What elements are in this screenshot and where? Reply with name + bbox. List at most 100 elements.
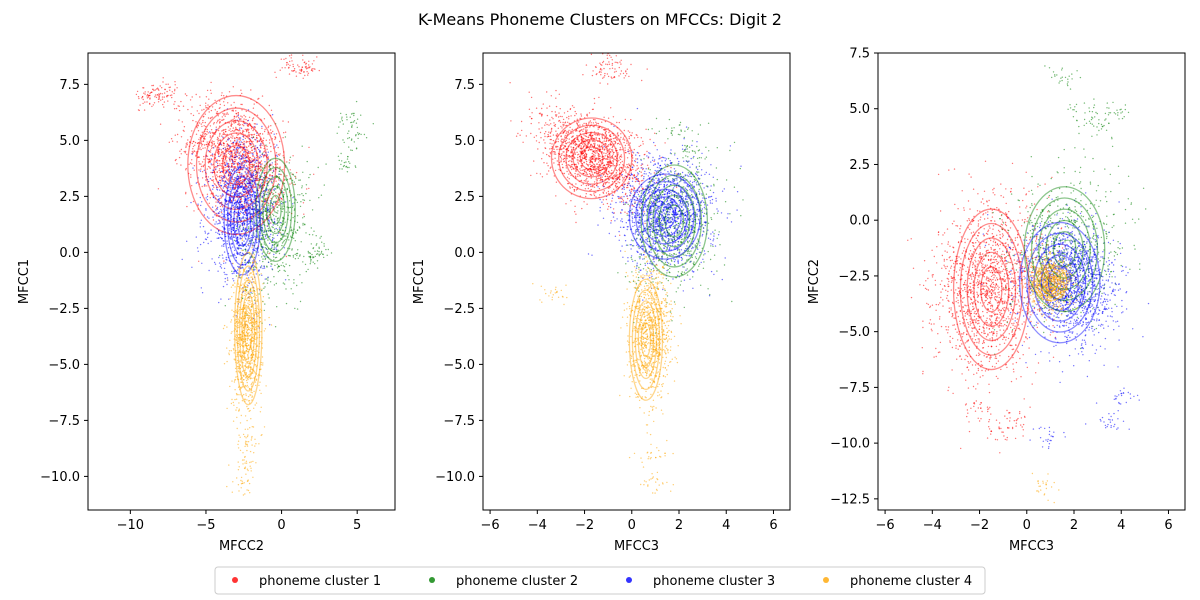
data-point: [232, 246, 234, 248]
data-point: [242, 165, 245, 167]
data-point: [250, 128, 253, 130]
data-point: [255, 267, 258, 269]
data-point: [217, 115, 219, 117]
data-point: [253, 256, 256, 259]
data-point: [239, 252, 241, 254]
data-point: [233, 310, 235, 313]
data-point: [295, 75, 298, 77]
data-point: [235, 191, 237, 193]
data-point: [315, 244, 317, 246]
data-point: [235, 227, 238, 230]
data-point: [245, 328, 247, 330]
data-point: [350, 113, 353, 115]
data-point: [235, 152, 237, 154]
data-point: [253, 228, 256, 230]
data-point: [239, 154, 241, 156]
data-point: [351, 121, 353, 124]
data-point: [206, 155, 209, 157]
data-point: [259, 260, 261, 262]
data-point: [236, 477, 238, 479]
data-point: [260, 230, 262, 232]
data-point: [283, 253, 286, 255]
data-point: [274, 200, 276, 203]
data-point: [276, 263, 278, 265]
data-point: [237, 121, 240, 123]
data-point: [263, 309, 265, 312]
data-point: [254, 127, 256, 129]
data-point: [221, 170, 223, 172]
data-point: [304, 74, 306, 77]
data-point: [268, 177, 270, 180]
data-point: [255, 162, 258, 164]
data-point: [217, 140, 219, 142]
data-point: [221, 151, 223, 153]
data-point: [260, 244, 262, 246]
data-point: [244, 462, 246, 464]
data-point: [207, 242, 209, 245]
subplot-mfcc2-vs-mfcc1: −10 −5 0 5−10.0−7.5−5.0−2.50.02.55.07.5MFCC…: [17, 52, 396, 554]
data-point: [230, 200, 232, 202]
data-point: [247, 209, 249, 212]
data-point: [180, 148, 183, 151]
data-point: [217, 112, 219, 115]
data-point: [191, 150, 193, 153]
data-point: [283, 193, 285, 196]
data-point: [213, 147, 215, 149]
data-point: [230, 186, 232, 189]
data-point: [220, 149, 223, 151]
data-point: [215, 231, 217, 234]
data-point: [244, 248, 247, 250]
data-point: [217, 186, 219, 189]
data-point: [238, 139, 240, 141]
data-point: [254, 114, 256, 116]
data-point: [264, 256, 266, 258]
data-point: [214, 109, 216, 111]
data-point: [247, 428, 249, 430]
data-point: [224, 134, 227, 136]
data-point: [238, 179, 240, 181]
data-point: [286, 232, 289, 235]
data-point: [213, 171, 216, 173]
data-point: [239, 449, 242, 452]
data-point: [241, 400, 244, 402]
data-point: [189, 141, 191, 143]
data-point: [221, 167, 223, 169]
data-point: [199, 196, 201, 199]
data-point: [354, 165, 356, 167]
data-point: [204, 130, 206, 133]
data-point: [265, 244, 267, 246]
data-point: [353, 114, 355, 117]
data-point: [235, 326, 237, 328]
data-point: [207, 104, 209, 106]
data-point: [222, 194, 224, 196]
data-point: [237, 469, 240, 471]
data-point: [250, 355, 252, 357]
data-point: [248, 352, 250, 354]
data-point: [261, 289, 263, 292]
data-point: [546, 123, 548, 126]
data-point: [253, 216, 255, 218]
data-point: [232, 278, 234, 280]
data-point: [230, 130, 232, 133]
data-point: [201, 201, 203, 203]
data-point: [206, 195, 209, 198]
data-point: [308, 256, 310, 258]
data-point: [247, 182, 249, 184]
data-point: [193, 169, 195, 171]
data-point: [248, 240, 250, 242]
data-point: [231, 255, 233, 257]
data-point: [278, 179, 280, 181]
data-point: [276, 144, 278, 146]
data-point: [249, 293, 251, 295]
data-point: [276, 166, 278, 168]
data-point: [309, 173, 311, 176]
data-point: [279, 229, 281, 231]
data-point: [241, 262, 243, 264]
data-point: [274, 146, 276, 148]
data-point: [204, 185, 206, 187]
data-point: [352, 112, 354, 115]
data-point: [220, 153, 222, 155]
data-point: [173, 92, 175, 95]
data-point: [267, 276, 269, 278]
data-point: [210, 163, 212, 165]
